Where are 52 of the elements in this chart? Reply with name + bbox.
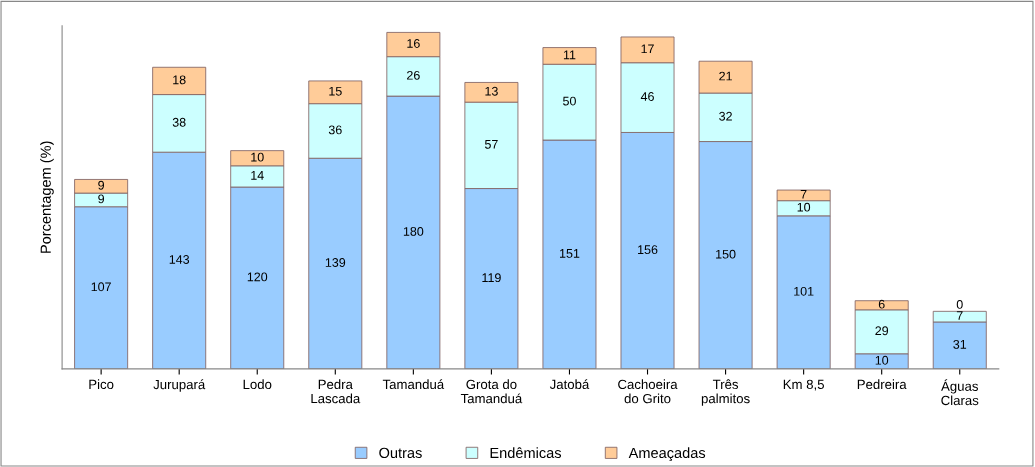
data-label: 32	[719, 111, 732, 121]
x-tick-label: Pico	[89, 379, 114, 390]
data-label: 107	[91, 282, 111, 292]
x-tick-label: Jatobá	[549, 379, 590, 390]
x-tick-label: Grota do Tamanduá	[460, 379, 523, 404]
data-label: 120	[247, 272, 268, 282]
x-tick-label: Jurupará	[153, 379, 206, 392]
data-label: 18	[173, 75, 186, 85]
data-label: 180	[403, 227, 424, 236]
data-label: 26	[407, 70, 420, 80]
data-label: 17	[641, 44, 654, 54]
data-label: 14	[251, 171, 264, 180]
data-label: 150	[716, 249, 736, 259]
data-label: 50	[563, 96, 576, 106]
data-label: 119	[482, 273, 501, 283]
x-tick-label: Águas Claras	[941, 379, 979, 406]
data-label: 57	[484, 139, 498, 149]
data-label: 101	[794, 286, 814, 296]
data-label: 139	[325, 258, 346, 267]
x-tick-label: Três palmitos	[701, 379, 750, 406]
data-label: 29	[875, 326, 889, 336]
data-label: 10	[797, 202, 811, 212]
y-axis-title: Porcentagem (%)	[40, 141, 54, 253]
data-label: 10	[251, 152, 264, 162]
data-label: 9	[98, 194, 105, 204]
data-label: 0	[956, 300, 963, 309]
data-label: 46	[640, 92, 654, 101]
data-label: 10	[875, 355, 889, 365]
legend-label: Outras	[379, 447, 422, 459]
data-label: 21	[719, 71, 732, 81]
x-tick-label: Cachoeira do Grito	[618, 379, 678, 404]
data-label: 6	[878, 299, 885, 309]
data-label: 9	[98, 180, 105, 190]
legend-label: Endêmicas	[490, 447, 562, 459]
data-label: 31	[953, 339, 967, 349]
data-label: 11	[563, 50, 576, 60]
data-label: 38	[172, 117, 186, 127]
data-label: 36	[328, 125, 342, 135]
data-label: 7	[800, 190, 807, 199]
x-tick-label: Tamanduá	[382, 379, 445, 390]
data-label: 7	[956, 311, 963, 320]
x-tick-label: Pedra Lascada	[311, 379, 361, 404]
data-label: 143	[169, 255, 190, 264]
legend-label: Ameaçadas	[628, 447, 706, 462]
data-label: 156	[638, 245, 658, 255]
data-label: 13	[485, 86, 498, 96]
data-label: 16	[407, 39, 420, 48]
data-label: 15	[329, 86, 342, 96]
x-tick-label: Km 8,5	[783, 379, 824, 391]
data-label: 151	[559, 249, 580, 258]
x-tick-label: Lodo	[243, 379, 272, 390]
x-tick-label: Pedreira	[857, 379, 907, 390]
